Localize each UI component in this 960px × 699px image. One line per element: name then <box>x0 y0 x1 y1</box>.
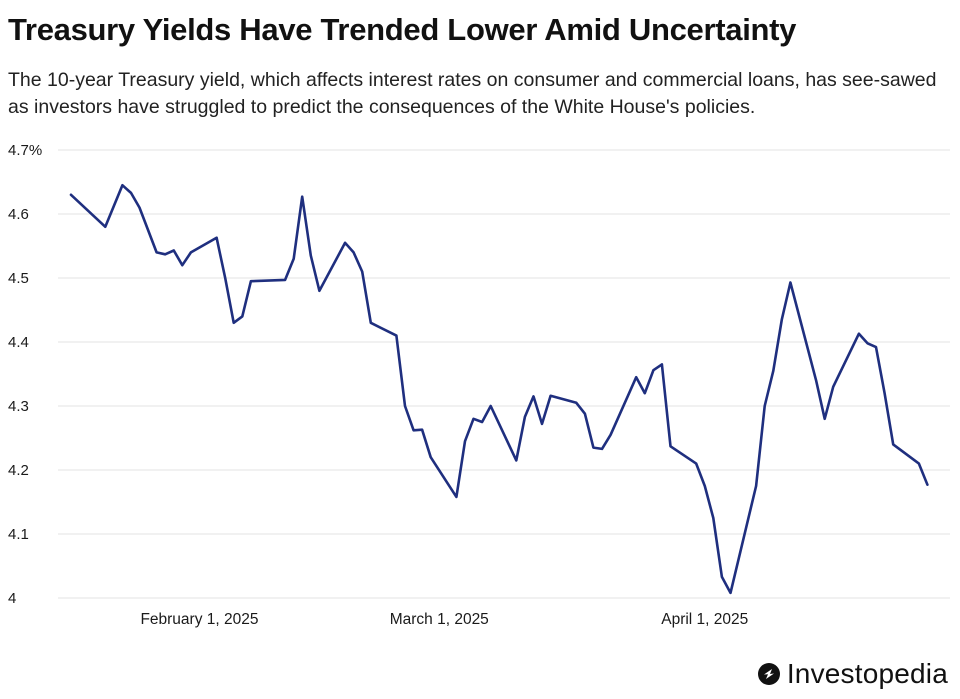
y-tick-label-5: 4.2 <box>8 462 29 479</box>
y-axis-ticks: 4.7% 4.6 4.5 4.4 4.3 4.2 4.1 4 <box>8 142 42 607</box>
chart-title: Treasury Yields Have Trended Lower Amid … <box>8 12 797 47</box>
x-tick-label-1: March 1, 2025 <box>390 611 489 628</box>
gridlines <box>58 149 950 599</box>
investopedia-logo: Investopedia <box>757 658 948 690</box>
y-tick-label-1: 4.6 <box>8 206 29 223</box>
x-axis-ticks: February 1, 2025 March 1, 2025 April 1, 20… <box>140 611 748 628</box>
y-tick-label-0: 4.7% <box>8 142 42 159</box>
investopedia-logo-icon <box>757 663 780 685</box>
y-tick-label-6: 4.1 <box>8 526 29 543</box>
y-tick-label-7: 4 <box>8 590 16 607</box>
y-tick-label-2: 4.5 <box>8 270 29 287</box>
x-tick-label-0: February 1, 2025 <box>140 611 258 628</box>
x-tick-label-2: April 1, 2025 <box>661 611 748 628</box>
series-lines <box>69 183 929 595</box>
series-line-0 <box>69 183 929 595</box>
logo-text: Investopedia <box>786 658 948 689</box>
chart-subtitle: The 10-year Treasury yield, which affect… <box>8 69 937 118</box>
y-tick-label-4: 4.3 <box>8 398 29 415</box>
line-chart: 4.7% 4.6 4.5 4.4 4.3 4.2 4.1 4 February 1, 2025… <box>8 142 950 628</box>
y-tick-label-3: 4.4 <box>8 334 29 351</box>
